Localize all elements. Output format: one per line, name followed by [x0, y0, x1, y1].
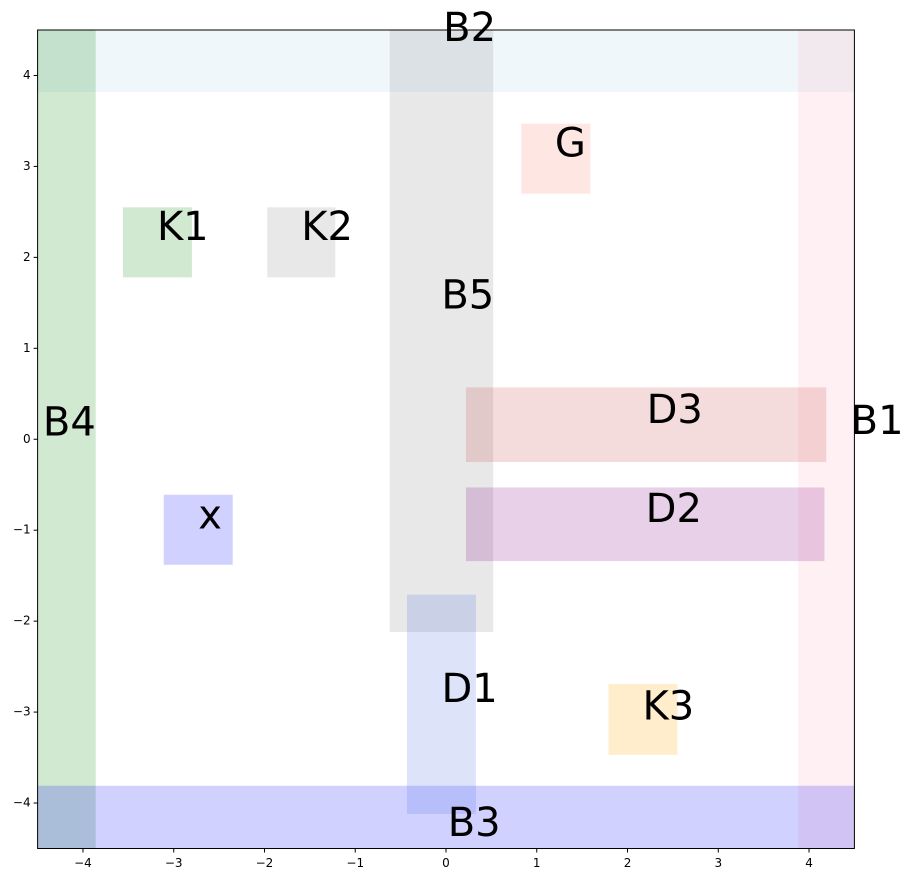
region	[37, 30, 96, 849]
x-tick-label: 3	[714, 856, 722, 870]
region	[163, 494, 233, 565]
region-label: K1	[157, 204, 209, 250]
y-tick-label: −4	[13, 796, 31, 810]
y-tick-label: 1	[23, 341, 31, 355]
region	[608, 683, 678, 755]
region	[406, 594, 476, 814]
y-tick-label: 0	[23, 432, 31, 446]
x-tick-label: −3	[165, 856, 183, 870]
region-label: D2	[646, 486, 702, 532]
region	[798, 30, 855, 849]
y-tick-label: 2	[23, 250, 31, 264]
x-tick-label: 4	[805, 856, 813, 870]
region-label: B2	[443, 5, 496, 51]
region	[122, 207, 192, 278]
y-tick-label: 3	[23, 159, 31, 173]
x-tick-label: −1	[346, 856, 364, 870]
region	[37, 30, 855, 92]
x-tick-label: −4	[74, 856, 92, 870]
y-tick-label: −2	[13, 614, 31, 628]
y-tick-label: −3	[13, 705, 31, 719]
x-tick-label: 0	[442, 856, 450, 870]
region-label: K3	[643, 683, 695, 729]
region-label: B3	[448, 800, 501, 846]
x-tick-label: −2	[256, 856, 274, 870]
x-tick-label: 1	[533, 856, 541, 870]
region	[37, 785, 855, 849]
region-label: B4	[43, 400, 96, 446]
region-label: D1	[441, 666, 497, 712]
region-label: G	[555, 120, 586, 166]
region-label: B5	[441, 272, 494, 318]
region-label: K2	[301, 204, 353, 250]
y-tick-label: −1	[13, 523, 31, 537]
x-tick-label: 2	[624, 856, 632, 870]
y-tick-label: 4	[23, 68, 31, 82]
region	[521, 123, 591, 194]
region	[267, 207, 336, 278]
region	[389, 30, 494, 633]
region	[465, 487, 825, 562]
region-label: D3	[647, 387, 703, 433]
region	[465, 387, 827, 462]
region-label: B1	[851, 398, 904, 444]
region-label: x	[198, 492, 222, 538]
